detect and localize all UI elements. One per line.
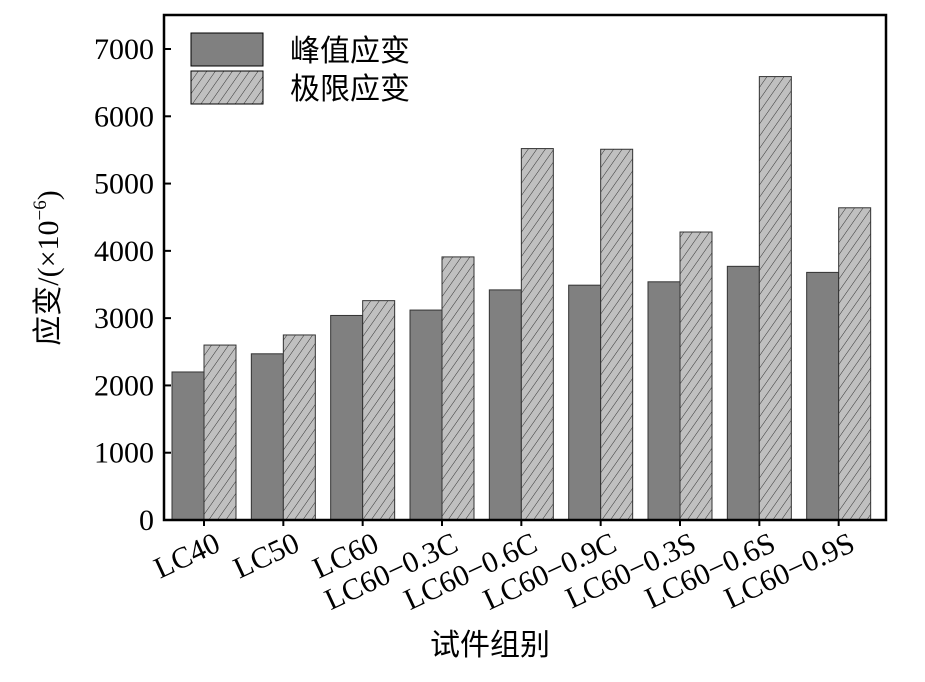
- y-tick-label: 1000: [94, 437, 154, 470]
- y-tick-label: 5000: [94, 168, 154, 201]
- legend-swatch-ultimate: [190, 70, 264, 105]
- bar-ultimate-LC60−0.6C: [520, 148, 554, 521]
- bar-peak-LC50: [250, 353, 284, 521]
- bar-ultimate-LC60−0.9C: [600, 148, 634, 521]
- y-tick-label: 7000: [94, 33, 154, 66]
- bar-peak-LC60−0.9S: [806, 271, 840, 521]
- bar-peak-LC60−0.3S: [647, 281, 681, 521]
- y-tick-label: 6000: [94, 100, 154, 133]
- bar-peak-LC40: [171, 371, 205, 521]
- bar-ultimate-LC60−0.6S: [758, 76, 792, 521]
- y-tick-label: 0: [139, 504, 154, 537]
- legend-label-peak: 峰值应变: [290, 35, 410, 68]
- y-tick-label: 4000: [94, 235, 154, 268]
- y-axis-label: 应变/(×10−6): [30, 190, 65, 345]
- y-tick-label: 2000: [94, 369, 154, 402]
- bar-ultimate-LC60−0.9S: [838, 207, 872, 521]
- bar-peak-LC60−0.6S: [726, 265, 760, 521]
- x-tick-label: LC40: [149, 526, 225, 585]
- legend-swatch-peak: [190, 32, 264, 67]
- legend-label-ultimate: 极限应变: [290, 73, 410, 106]
- bar-peak-LC60: [330, 314, 364, 521]
- bar-ultimate-LC60: [362, 300, 396, 521]
- bar-peak-LC60−0.9C: [568, 284, 602, 521]
- y-tick-label: 3000: [94, 302, 154, 335]
- bar-peak-LC60−0.6C: [488, 289, 522, 521]
- bar-ultimate-LC60−0.3S: [679, 231, 713, 521]
- bar-peak-LC60−0.3C: [409, 309, 443, 521]
- x-axis-label: 试件组别: [430, 629, 550, 662]
- plot-frame: [162, 13, 888, 522]
- bar-ultimate-LC50: [282, 334, 316, 521]
- x-tick-label: LC50: [228, 526, 304, 585]
- bar-ultimate-LC60−0.3C: [441, 256, 475, 521]
- bar-ultimate-LC40: [203, 344, 237, 521]
- legend: 峰值应变 极限应变: [190, 32, 410, 106]
